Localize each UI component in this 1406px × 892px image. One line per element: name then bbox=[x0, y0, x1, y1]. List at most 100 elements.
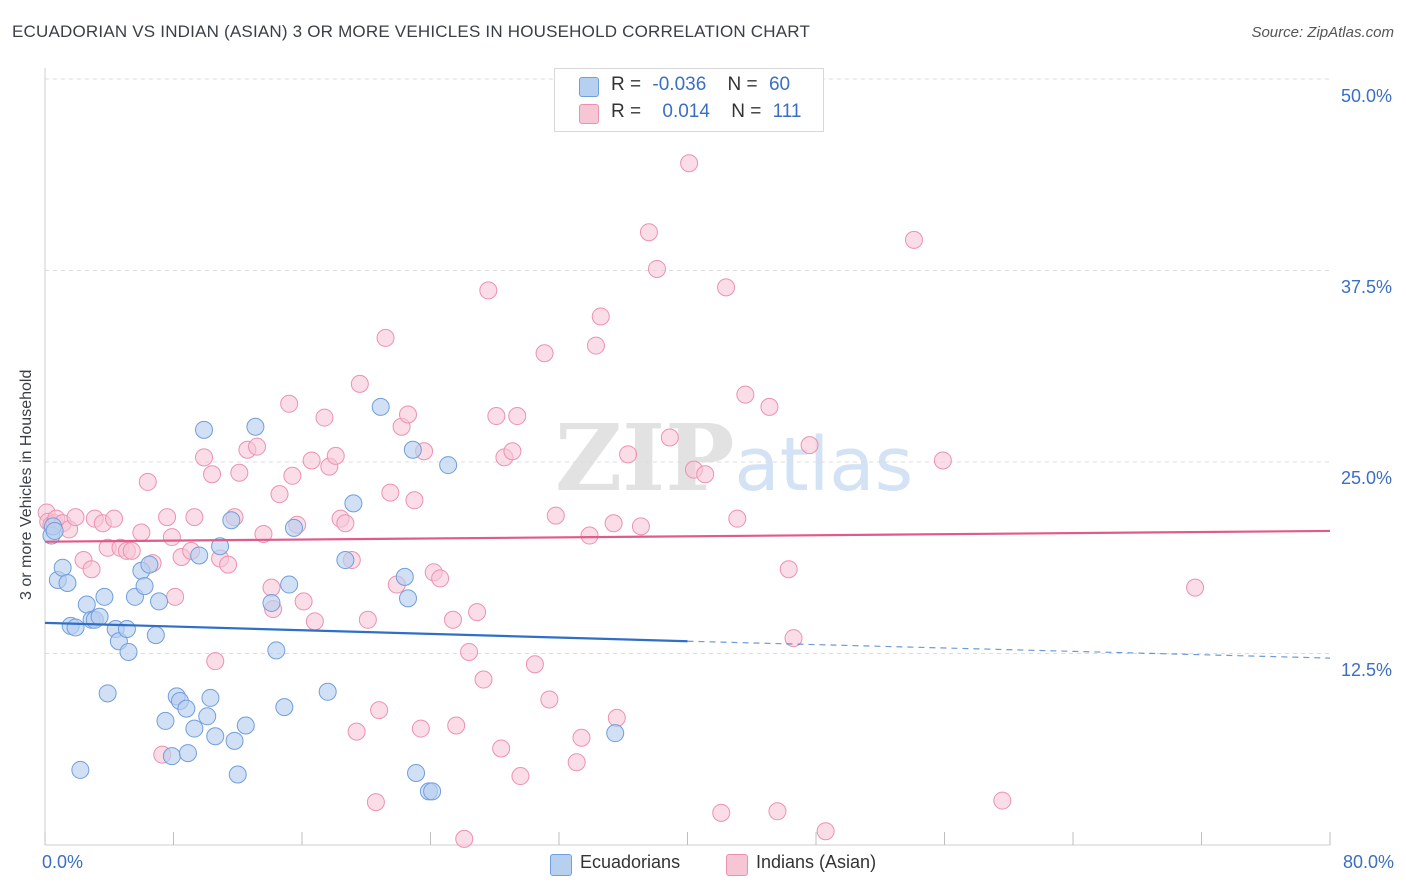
data-point-indians bbox=[567, 753, 586, 772]
data-point-indians bbox=[326, 446, 345, 465]
data-point-ecuadorians bbox=[371, 397, 390, 416]
legend-stats-indians: R = 0.014 N = 111 bbox=[611, 101, 802, 123]
data-point-indians bbox=[376, 328, 395, 347]
data-point-indians bbox=[604, 514, 623, 533]
data-point-ecuadorians bbox=[225, 731, 244, 750]
data-point-indians bbox=[736, 385, 755, 404]
data-point-indians bbox=[779, 560, 798, 579]
data-point-indians bbox=[399, 405, 418, 424]
data-point-indians bbox=[405, 491, 424, 510]
legend-r-value: 0.014 bbox=[662, 101, 710, 122]
data-point-ecuadorians bbox=[222, 511, 241, 530]
data-point-indians bbox=[511, 767, 530, 786]
data-point-indians bbox=[492, 739, 511, 758]
data-point-indians bbox=[460, 642, 479, 661]
data-point-indians bbox=[455, 829, 474, 848]
data-point-indians bbox=[82, 560, 101, 579]
data-point-ecuadorians bbox=[77, 595, 96, 614]
data-point-indians bbox=[162, 528, 181, 547]
data-point-ecuadorians bbox=[135, 577, 154, 596]
data-point-indians bbox=[302, 451, 321, 470]
data-point-indians bbox=[203, 465, 222, 484]
data-point-ecuadorians bbox=[336, 551, 355, 570]
data-point-indians bbox=[546, 506, 565, 525]
data-point-indians bbox=[294, 592, 313, 611]
y-tick-label: 50.0% bbox=[1340, 86, 1392, 106]
data-point-indians bbox=[336, 514, 355, 533]
data-point-indians bbox=[230, 463, 249, 482]
data-point-ecuadorians bbox=[178, 744, 197, 763]
legend-swatch-pink bbox=[579, 104, 599, 124]
data-point-indians bbox=[270, 485, 289, 504]
correlation-legend: R = -0.036 N = 60 R = 0.014 N = 111 bbox=[554, 68, 824, 132]
data-point-indians bbox=[525, 655, 544, 674]
data-point-ecuadorians bbox=[156, 711, 175, 730]
chart-title: ECUADORIAN VS INDIAN (ASIAN) 3 OR MORE V… bbox=[12, 22, 811, 41]
source-credit: Source: ZipAtlas.com bbox=[1251, 24, 1394, 41]
data-point-indians bbox=[195, 448, 214, 467]
data-point-ecuadorians bbox=[407, 763, 426, 782]
data-point-indians bbox=[411, 719, 430, 738]
data-point-indians bbox=[315, 408, 334, 427]
data-point-indians bbox=[132, 523, 151, 542]
data-point-indians bbox=[586, 336, 605, 355]
data-point-ecuadorians bbox=[140, 555, 159, 574]
data-point-ecuadorians bbox=[318, 682, 337, 701]
data-point-ecuadorians bbox=[66, 618, 85, 637]
data-point-indians bbox=[185, 508, 204, 527]
bottom-legend-label: Ecuadorians bbox=[580, 852, 681, 872]
data-point-indians bbox=[447, 716, 466, 735]
data-point-ecuadorians bbox=[198, 707, 217, 726]
legend-n-label: N = bbox=[731, 101, 762, 122]
data-point-indians bbox=[728, 509, 747, 528]
data-point-ecuadorians bbox=[206, 727, 225, 746]
data-point-indians bbox=[591, 307, 610, 326]
data-point-indians bbox=[262, 578, 281, 597]
data-point-ecuadorians bbox=[344, 494, 363, 513]
legend-r-value: -0.036 bbox=[652, 74, 707, 95]
data-point-indians bbox=[680, 154, 699, 173]
data-point-indians bbox=[631, 517, 650, 536]
data-point-indians bbox=[358, 610, 377, 629]
data-point-ecuadorians bbox=[95, 587, 114, 606]
data-point-indians bbox=[580, 526, 599, 545]
data-point-indians bbox=[1186, 578, 1205, 597]
data-point-indians bbox=[760, 397, 779, 416]
data-point-indians bbox=[647, 259, 666, 278]
y-tick-label: 25.0% bbox=[1340, 468, 1392, 488]
data-point-indians bbox=[166, 587, 185, 606]
watermark: ZIPatlas bbox=[555, 404, 913, 512]
trend-line-ecuadorians-extrapolated bbox=[687, 640, 1331, 659]
data-point-indians bbox=[993, 791, 1012, 810]
data-point-indians bbox=[350, 374, 369, 393]
data-point-ecuadorians bbox=[439, 456, 458, 475]
data-point-indians bbox=[381, 483, 400, 502]
data-point-ecuadorians bbox=[53, 558, 72, 577]
data-point-indians bbox=[503, 442, 522, 461]
data-point-ecuadorians bbox=[280, 575, 299, 594]
data-point-indians bbox=[305, 612, 324, 631]
data-point-indians bbox=[768, 802, 787, 821]
data-point-ecuadorians bbox=[275, 698, 294, 717]
data-point-indians bbox=[800, 436, 819, 455]
data-point-ecuadorians bbox=[195, 420, 214, 439]
data-point-indians bbox=[816, 822, 835, 841]
data-point-ecuadorians bbox=[246, 417, 265, 436]
legend-r-label: R = bbox=[611, 101, 642, 122]
data-point-ecuadorians bbox=[395, 567, 414, 586]
data-point-indians bbox=[283, 466, 302, 485]
data-point-ecuadorians bbox=[201, 688, 220, 707]
bottom-legend-swatch-pink bbox=[726, 854, 748, 876]
data-point-indians bbox=[366, 793, 385, 812]
data-point-indians bbox=[138, 472, 157, 491]
data-point-indians bbox=[717, 278, 736, 297]
data-point-indians bbox=[479, 281, 498, 300]
data-point-indians bbox=[535, 344, 554, 363]
legend-r-label: R = bbox=[611, 74, 642, 95]
data-point-ecuadorians bbox=[185, 719, 204, 738]
data-point-indians bbox=[933, 451, 952, 470]
x-tick-label-max: 80.0% bbox=[1342, 852, 1394, 872]
data-point-indians bbox=[248, 437, 267, 456]
data-point-indians bbox=[607, 708, 626, 727]
data-point-ecuadorians bbox=[146, 626, 165, 645]
